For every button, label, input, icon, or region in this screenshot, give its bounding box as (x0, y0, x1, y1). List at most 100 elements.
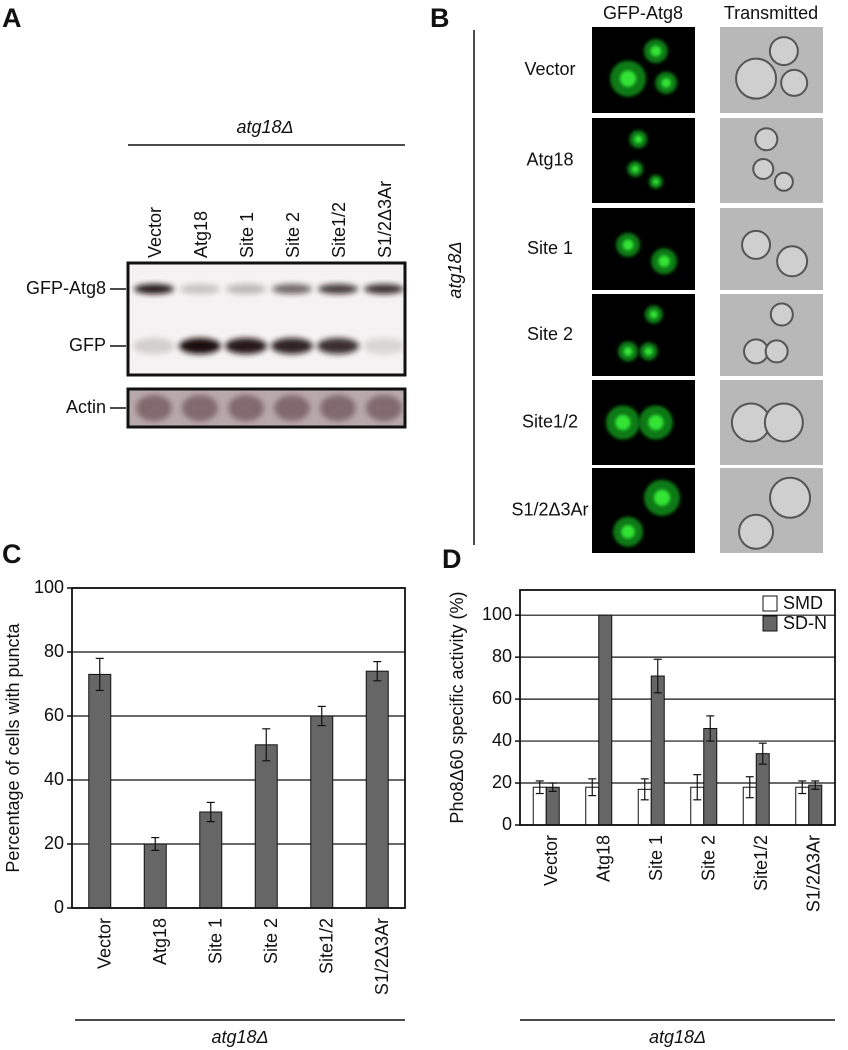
band (363, 338, 405, 354)
cell (741, 229, 772, 260)
plot-frame (519, 589, 836, 826)
x-tick-label: S1/2Δ3Ar (372, 918, 392, 995)
cell (763, 402, 804, 443)
cell (735, 57, 778, 100)
gfp-punctum (615, 414, 631, 431)
lane-label: Site 2 (283, 212, 303, 258)
gfp-image (592, 468, 695, 553)
gfp-punctum (644, 347, 653, 356)
band (272, 284, 312, 294)
band (366, 395, 402, 421)
band (226, 284, 266, 294)
y-tick-label: 40 (492, 730, 512, 750)
cell (769, 302, 794, 327)
y-tick-label: 60 (44, 705, 64, 725)
bands (133, 284, 405, 421)
transmitted-image (720, 294, 823, 376)
y-tick-label: 80 (44, 641, 64, 661)
x-tick-label: Site 2 (261, 918, 281, 964)
bar (598, 614, 613, 826)
blot-actin (126, 387, 407, 429)
band (179, 338, 221, 354)
y-tick-label: 80 (492, 646, 512, 666)
x-tick-label: Vector (541, 835, 561, 886)
y-tick-label: 100 (482, 604, 512, 624)
micrographs (592, 27, 823, 553)
band (136, 395, 172, 421)
row-label: Actin (66, 397, 106, 417)
band (320, 395, 356, 421)
x-tick-label: S1/2Δ3Ar (804, 835, 824, 912)
lane-label: Atg18 (191, 211, 211, 258)
band (133, 338, 175, 354)
cell (773, 171, 794, 192)
x-tick-label: Site 1 (206, 918, 226, 964)
gfp-punctum (648, 414, 664, 431)
lane-label: Vector (145, 207, 165, 258)
band (318, 284, 358, 294)
legend-label: SMD (783, 593, 823, 613)
gfp-punctum (649, 310, 658, 319)
gfp-punctum (661, 77, 672, 88)
gfp-image (592, 118, 695, 203)
band (134, 284, 174, 294)
row-label: Vector (524, 59, 575, 79)
cell (754, 127, 779, 152)
strain-label: atg18Δ (236, 117, 293, 137)
cell (764, 339, 789, 364)
gfp-punctum (658, 255, 670, 268)
y-tick-label: 0 (54, 897, 64, 917)
gfp-punctum (650, 45, 662, 57)
x-tick-label: Atg18 (594, 835, 614, 882)
x-tick-label: Atg18 (150, 918, 170, 965)
y-axis-label: Pho8Δ60 specific activity (%) (447, 591, 467, 823)
legend-swatch (762, 615, 778, 632)
strain-label: atg18Δ (211, 1027, 268, 1047)
row-label: GFP (69, 335, 106, 355)
cell (769, 476, 812, 519)
transmitted-image (720, 208, 823, 290)
band (228, 395, 264, 421)
panel-letter: B (430, 3, 450, 33)
x-tick-label: Site1/2 (751, 835, 771, 891)
column-header: GFP-Atg8 (603, 3, 683, 23)
gfp-punctum (631, 165, 639, 173)
row-label: Site 1 (527, 238, 573, 258)
gfp-punctum (653, 489, 671, 506)
strain-label: atg18Δ (649, 1027, 706, 1047)
x-tick-label: Site 1 (646, 835, 666, 881)
cell (752, 158, 775, 180)
row-label: GFP-Atg8 (26, 278, 106, 298)
cell (780, 68, 809, 97)
panel-letter: D (442, 544, 462, 574)
charts: C Percentage of cells with puncta 0 20 40 60 8… (2, 539, 836, 1047)
row-label: Site 2 (527, 324, 573, 344)
gfp-punctum (652, 178, 660, 185)
x-tick-label: Vector (95, 918, 115, 969)
cell (738, 513, 775, 550)
gfp-punctum (619, 70, 637, 87)
panel-letter: C (2, 539, 22, 569)
gfp-punctum (623, 346, 633, 356)
y-tick-label: 100 (34, 577, 64, 597)
gfp-punctum (634, 135, 643, 144)
bar (808, 784, 823, 826)
bar (143, 843, 167, 909)
lane-label: Site 1 (237, 212, 257, 258)
band (317, 338, 359, 354)
cell (743, 338, 770, 365)
plot-frame (71, 587, 406, 909)
bar (365, 670, 389, 909)
x-tick-label: Site1/2 (317, 918, 337, 974)
band (364, 284, 404, 294)
cell (768, 36, 799, 67)
bar (199, 811, 223, 909)
gfp-punctum (621, 525, 635, 539)
column-header: Transmitted (724, 3, 818, 23)
legend-label: SD-N (783, 613, 827, 633)
y-tick-label: 60 (492, 688, 512, 708)
gfp-punctum (622, 239, 634, 251)
band (274, 395, 310, 421)
gfp-image (592, 208, 695, 290)
